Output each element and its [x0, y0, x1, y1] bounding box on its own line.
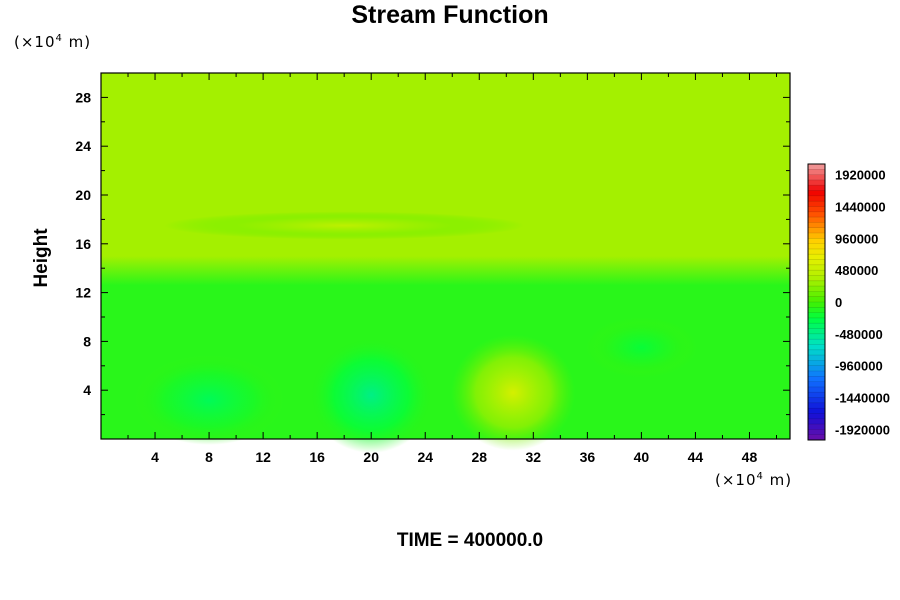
y-tick-label: 16 [75, 236, 91, 252]
colorbar-swatch [808, 386, 825, 393]
colorbar-swatch [808, 179, 825, 186]
colorbar-swatch [808, 185, 825, 191]
colorbar-swatch [808, 344, 825, 351]
y-tick-label: 28 [75, 89, 91, 105]
x-tick-label: 16 [309, 449, 325, 465]
colorbar-swatch [808, 424, 825, 430]
colorbar-swatch [808, 355, 825, 361]
colorbar-swatch [808, 254, 825, 260]
colorbar-swatch [808, 371, 825, 377]
colorbar-swatch [808, 164, 825, 170]
colorbar-label: -480000 [835, 327, 883, 342]
colorbar-swatch [808, 174, 825, 181]
x-tick-label: 36 [580, 449, 596, 465]
colorbar-swatch [808, 307, 825, 314]
colorbar-label: -1920000 [835, 422, 890, 437]
colorbar-swatch [808, 413, 825, 420]
y-tick-label: 24 [75, 138, 91, 154]
negative-cell [134, 354, 285, 445]
colorbar-swatch [808, 376, 825, 383]
colorbar-swatch [808, 381, 825, 388]
colorbar-swatch [808, 339, 825, 345]
y-tick-label: 20 [75, 187, 91, 203]
positive-cell [451, 334, 576, 451]
colorbar-label: 480000 [835, 263, 878, 278]
colorbar-swatch [808, 206, 825, 213]
colorbar-swatch [808, 317, 825, 324]
time-label: TIME = 400000.0 [396, 530, 544, 551]
colorbar-swatch [808, 397, 825, 404]
y-tick-label: 8 [83, 333, 91, 349]
colorbar-swatch [808, 296, 825, 303]
colorbar-frame [807, 163, 826, 441]
colorbar-label: -1440000 [835, 391, 890, 406]
colorbar-swatch [808, 195, 825, 202]
x-tick-label: 20 [363, 449, 379, 465]
negative-cell [309, 337, 434, 454]
colorbar-swatch [808, 365, 825, 372]
colorbar-swatch [808, 259, 825, 266]
colorbar-swatch [808, 434, 825, 441]
colorbar-swatch [808, 243, 825, 250]
colorbar-swatch [808, 333, 825, 340]
x-tick-label: 40 [634, 449, 650, 465]
y-tick-label: 4 [83, 382, 91, 398]
contour-field [101, 73, 790, 454]
colorbar-swatch [808, 402, 825, 409]
colorbar-swatch [808, 217, 825, 223]
colorbar-swatch [808, 201, 825, 207]
colorbar-swatch [808, 233, 825, 239]
colorbar-swatch [808, 291, 825, 298]
colorbar-label: 960000 [835, 231, 878, 246]
chart-title: Stream Function [351, 1, 549, 29]
x-tick-label: 8 [205, 449, 213, 465]
colorbar-swatch [808, 392, 825, 398]
colorbar-swatch [808, 323, 825, 329]
plot-frame [100, 72, 791, 440]
colorbar-swatch [808, 312, 825, 319]
x-unit-label: (×104 m) [715, 471, 793, 489]
colorbar-swatch [808, 349, 825, 356]
colorbar-swatch [808, 360, 825, 367]
positive-band [164, 211, 525, 240]
colorbar-swatch [808, 286, 825, 292]
x-tick-label: 28 [471, 449, 487, 465]
colorbar-swatch [808, 429, 825, 436]
colorbar-swatch [808, 227, 825, 234]
y-unit-label: (×104 m) [14, 33, 92, 51]
colorbar-label: 0 [835, 295, 842, 310]
colorbar-label: 1920000 [835, 168, 886, 183]
colorbar-swatch [808, 238, 825, 245]
colorbar-swatch [808, 275, 825, 282]
colorbar-swatch [808, 222, 825, 229]
x-tick-label: 32 [526, 449, 542, 465]
x-tick-label: 4 [151, 449, 159, 465]
negative-cell [586, 317, 697, 378]
colorbar-swatch [808, 408, 825, 414]
colorbar-swatch [808, 270, 825, 276]
colorbar: 1920000 1440000 960000 480000 0 -480000 -96000… [807, 163, 890, 441]
colorbar-label: -960000 [835, 359, 883, 374]
x-tick-label: 44 [688, 449, 704, 465]
x-tick-label: 48 [742, 449, 758, 465]
colorbar-swatch [808, 248, 825, 255]
colorbar-swatch [808, 211, 825, 218]
y-tick-label: 12 [75, 285, 91, 301]
colorbar-label: 1440000 [835, 199, 886, 214]
colorbar-swatch [808, 264, 825, 271]
colorbar-swatch [808, 302, 825, 308]
colorbar-swatch [808, 418, 825, 425]
colorbar-swatch [808, 280, 825, 287]
colorbar-swatch [808, 169, 825, 176]
colorbar-swatch [808, 328, 825, 335]
x-tick-label: 24 [417, 449, 433, 465]
colorbar-swatch [808, 190, 825, 197]
x-tick-label: 12 [255, 449, 271, 465]
